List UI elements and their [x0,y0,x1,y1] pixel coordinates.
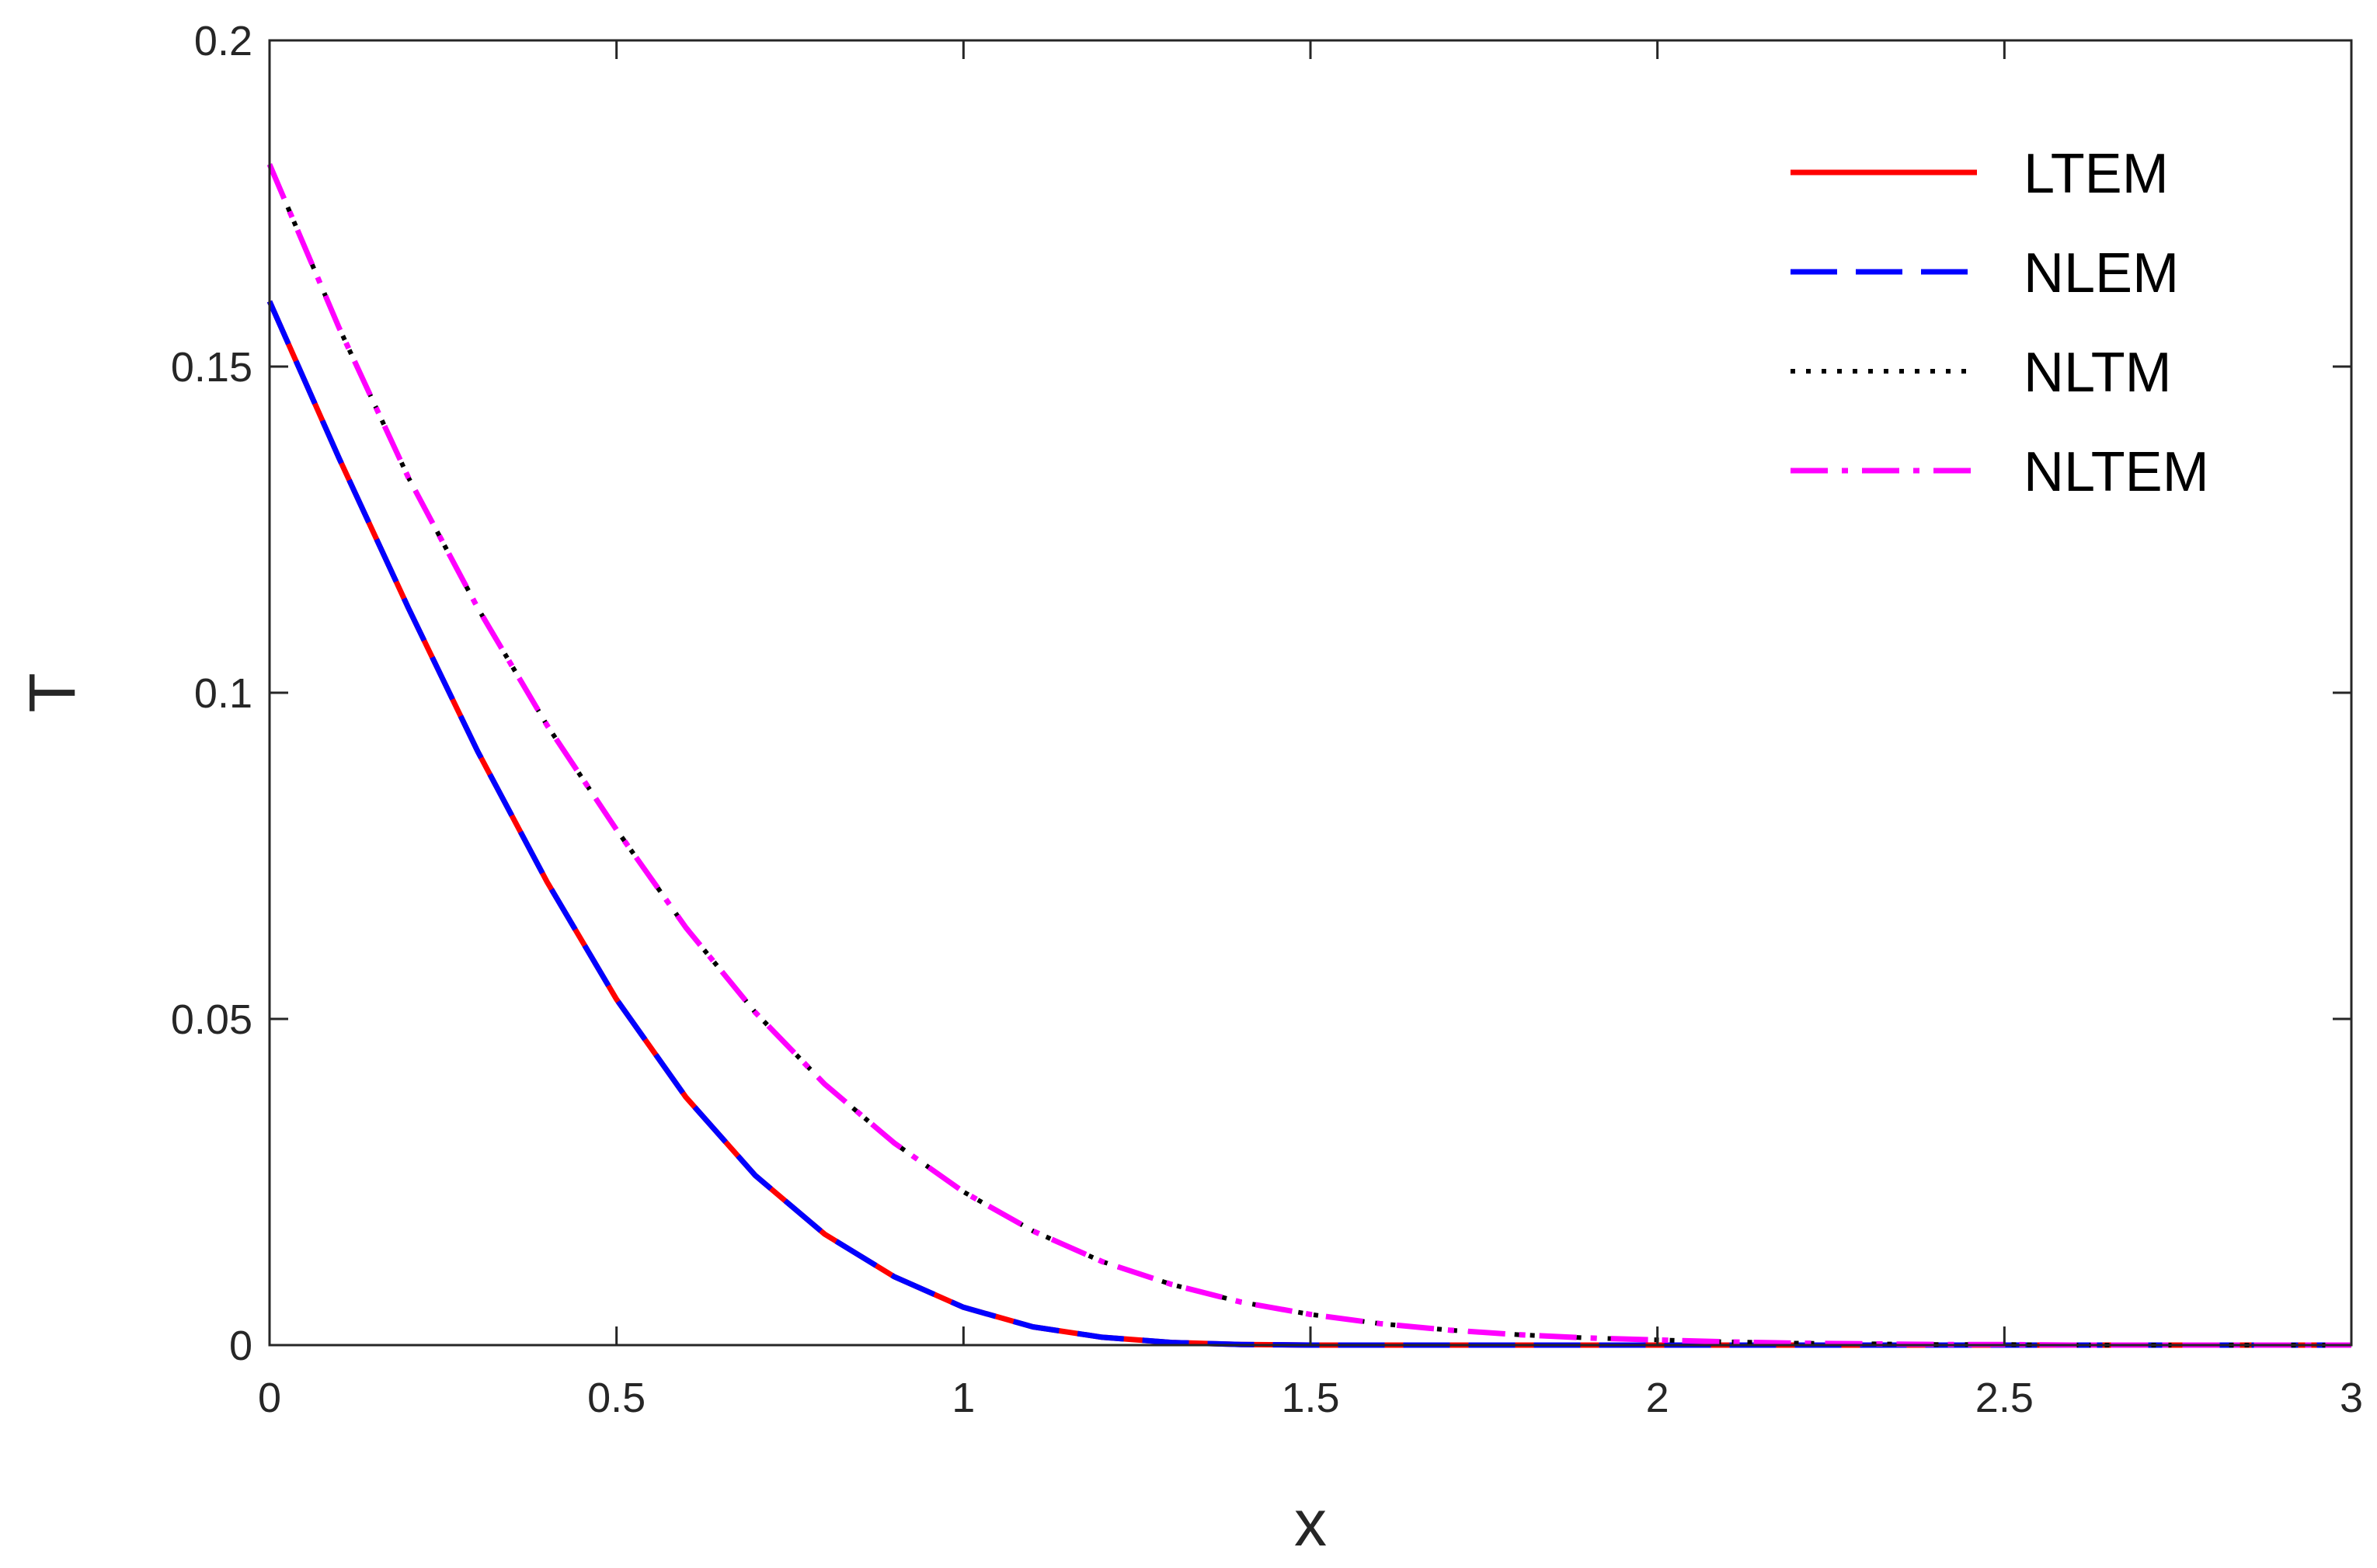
legend-label-ltem: LTEM [2024,143,2169,205]
y-tick-labels: 0 0.05 0.1 0.15 0.2 [171,18,252,1369]
x-tick-labels: 0 0.5 1 1.5 2 2.5 3 [258,1375,2363,1421]
x-tick-label: 1 [952,1375,975,1421]
legend-label-nltem: NLTEM [2024,441,2209,503]
legend-label-nlem: NLEM [2024,242,2179,304]
y-axis-label: T [16,673,89,712]
x-tick-label: 1.5 [1281,1375,1339,1421]
x-tick-label: 0 [258,1375,281,1421]
x-tick-label: 3 [2340,1375,2363,1421]
y-tick-label: 0.2 [194,18,252,64]
y-tick-label: 0 [229,1323,252,1369]
x-tick-label: 2.5 [1975,1375,2034,1421]
legend-label-nltm: NLTM [2024,342,2172,404]
x-axis-label: x [1294,1486,1327,1559]
y-tick-label: 0.05 [171,996,252,1043]
x-tick-label: 0.5 [587,1375,646,1421]
y-tick-label: 0.15 [171,344,252,391]
x-tick-label: 2 [1646,1375,1669,1421]
y-tick-label: 0.1 [194,670,252,717]
ticks-layer [268,39,2353,1347]
legend: LTEM NLEM NLTM NLTEM [1791,143,2209,503]
